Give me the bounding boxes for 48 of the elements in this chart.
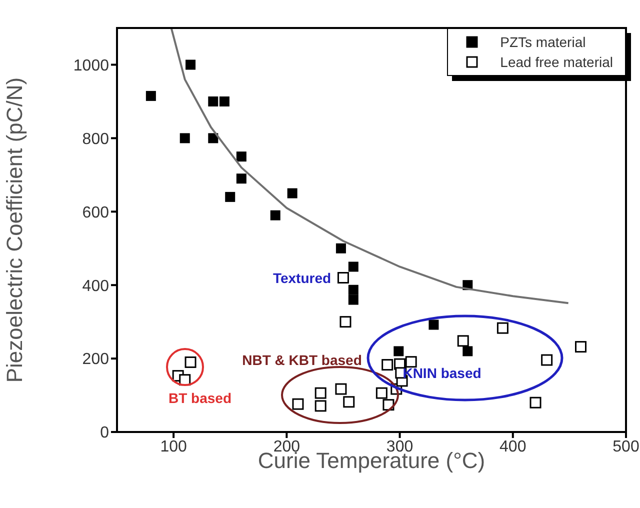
- point: [314, 387, 326, 399]
- x-tick-label: 500: [612, 438, 640, 456]
- y-tick-label: 0: [100, 424, 110, 442]
- annotation: BT based: [168, 390, 232, 406]
- point: [270, 210, 280, 220]
- point: [208, 96, 218, 106]
- point: [530, 396, 542, 408]
- annotation: NBT & KBT based: [242, 352, 362, 368]
- point: [336, 243, 346, 254]
- point: [457, 335, 469, 347]
- y-tick-label: 400: [82, 278, 110, 295]
- point: [314, 400, 326, 412]
- point: [236, 174, 246, 184]
- point: [337, 272, 349, 284]
- point: [575, 341, 587, 353]
- point: [340, 316, 352, 328]
- point: [287, 188, 298, 198]
- y-tick-label: 800: [82, 130, 110, 148]
- point: [348, 294, 358, 305]
- y-axis-title: Piezoelectric Coefficient (pC/N): [2, 77, 27, 383]
- point: [541, 354, 553, 366]
- point: [348, 262, 358, 272]
- y-tick-label: 1000: [73, 57, 110, 74]
- point: [394, 346, 404, 356]
- point: [236, 152, 246, 162]
- annotation: Textured: [272, 270, 332, 286]
- point: [292, 398, 304, 410]
- point: [382, 359, 394, 371]
- point: [219, 96, 230, 106]
- legend-label: Lead free material: [500, 53, 613, 72]
- y-tick-label: 200: [82, 351, 110, 368]
- point: [180, 133, 190, 144]
- point: [462, 346, 473, 356]
- point: [496, 322, 508, 334]
- point: [146, 90, 156, 101]
- point: [405, 356, 417, 368]
- point: [428, 320, 439, 330]
- point: [335, 383, 347, 395]
- point: [343, 396, 355, 408]
- legend-label: PZTs material: [500, 33, 586, 52]
- x-tick-label: 400: [500, 438, 526, 456]
- point: [208, 133, 218, 144]
- point: [225, 192, 236, 202]
- point: [348, 284, 358, 295]
- point: [376, 387, 388, 399]
- point: [186, 60, 196, 70]
- y-tick-label: 600: [82, 204, 110, 222]
- x-tick-label: 100: [160, 438, 187, 456]
